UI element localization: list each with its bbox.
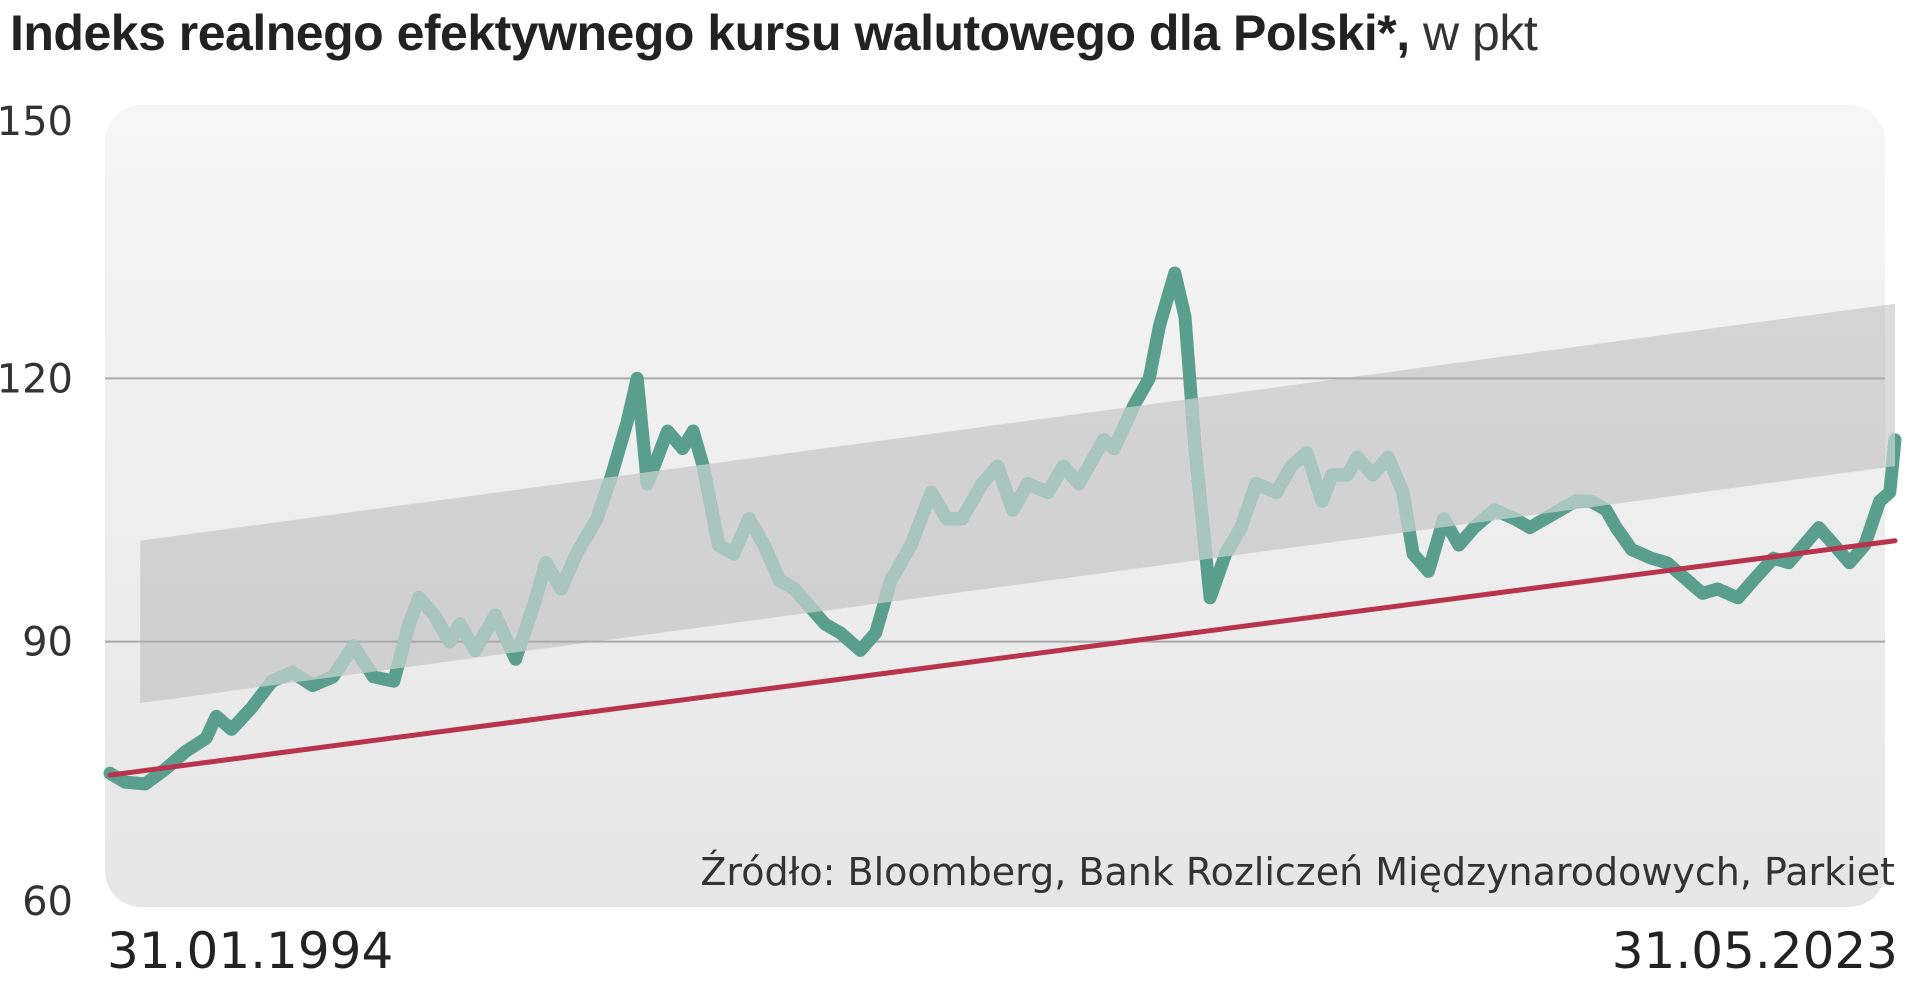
source-note: Źródło: Bloomberg, Bank Rozliczeń Między…: [700, 850, 1895, 894]
y-tick-label: 90: [22, 620, 73, 666]
y-tick-label: 120: [0, 356, 73, 402]
y-tick-label: 150: [0, 99, 73, 145]
y-axis-ticks: 150 120 90 60: [0, 99, 73, 925]
x-end-label: 31.05.2023: [1612, 922, 1898, 980]
x-start-label: 31.01.1994: [107, 922, 393, 980]
y-tick-label: 60: [22, 879, 73, 925]
